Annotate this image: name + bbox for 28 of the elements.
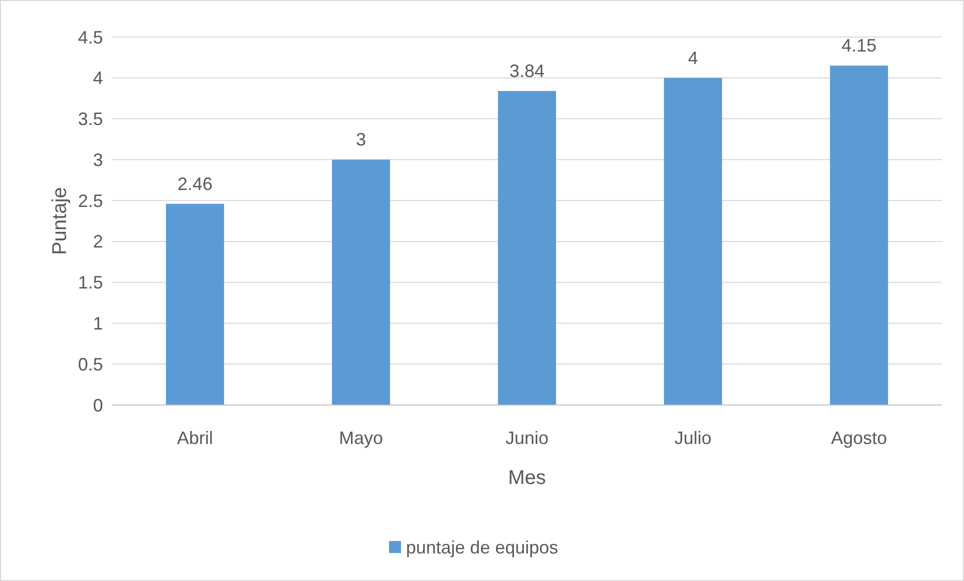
bar xyxy=(498,90,556,405)
y-tick-label: 3.5 xyxy=(78,109,103,130)
bar xyxy=(166,204,224,405)
y-tick-label: 4 xyxy=(92,68,103,88)
y-tick-label: 4.5 xyxy=(78,27,103,48)
x-tick-label: Agosto xyxy=(830,428,888,448)
data-label: 3.84 xyxy=(509,60,545,81)
y-tick-label: 2 xyxy=(92,232,103,252)
x-tick-label: Julio xyxy=(674,428,712,448)
x-tick-label: Abril xyxy=(176,428,214,448)
y-tick-label: 0.5 xyxy=(78,354,103,374)
bar xyxy=(664,78,722,405)
y-tick-label: 3 xyxy=(92,150,103,170)
x-tick-label: Junio xyxy=(505,428,549,448)
x-axis-title: Mes xyxy=(508,467,546,489)
y-tick-label: 1 xyxy=(92,314,103,334)
data-label: 2.46 xyxy=(177,174,213,194)
data-label: 3 xyxy=(356,130,366,150)
data-label: 4 xyxy=(688,48,698,68)
y-tick-label: 0 xyxy=(92,395,103,416)
y-axis-title: Puntaje xyxy=(49,187,71,255)
y-tick-label: 1.5 xyxy=(78,272,103,293)
x-tick-label: Mayo xyxy=(338,428,384,448)
data-label: 4.15 xyxy=(841,36,877,56)
legend-label: puntaje de equipos xyxy=(406,537,558,558)
y-tick-label: 2.5 xyxy=(78,190,103,211)
bar xyxy=(830,66,888,405)
bar xyxy=(332,160,390,405)
